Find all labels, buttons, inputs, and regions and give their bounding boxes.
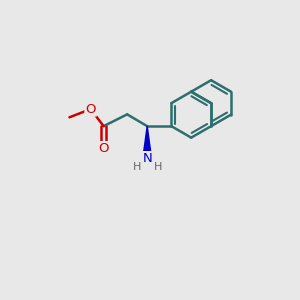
Text: O: O [98, 142, 109, 155]
Text: H: H [154, 162, 162, 172]
Text: O: O [85, 103, 96, 116]
Text: H: H [132, 162, 141, 172]
Text: N: N [142, 152, 152, 165]
Polygon shape [144, 126, 151, 152]
